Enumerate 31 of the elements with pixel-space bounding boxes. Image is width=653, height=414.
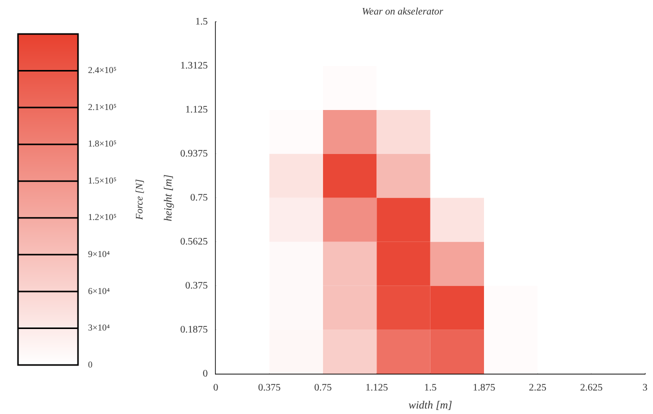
color-bar-label: 9×10⁴ bbox=[88, 249, 110, 260]
x-tick-label: 0 bbox=[213, 382, 218, 394]
y-tick-label: 0.5625 bbox=[180, 236, 208, 248]
x-tick-label: 1.875 bbox=[472, 382, 496, 394]
x-tick-label: 1.125 bbox=[365, 382, 388, 394]
x-axis-title: width [m] bbox=[408, 399, 452, 412]
color-bar-label: 2.4×10⁵ bbox=[88, 65, 116, 76]
y-tick-label: 0.375 bbox=[185, 280, 208, 292]
chart-title: Wear on akselerator bbox=[362, 6, 444, 18]
x-tick-label: 3 bbox=[642, 382, 648, 394]
color-bar-label: 3×10⁴ bbox=[88, 322, 110, 333]
y-tick-label: 0.9375 bbox=[180, 148, 208, 160]
color-bar-title: Force [N] bbox=[134, 179, 146, 221]
y-tick-label: 1.3125 bbox=[180, 60, 208, 72]
color-bar-label: 1.5×10⁵ bbox=[88, 175, 116, 186]
x-tick-label: 1.5 bbox=[424, 382, 437, 394]
y-tick-label: 0.1875 bbox=[180, 324, 208, 336]
x-tick-label: 0.375 bbox=[258, 382, 281, 394]
color-bar-label: 1.2×10⁵ bbox=[88, 212, 116, 222]
color-bar-label: 0 bbox=[88, 359, 93, 370]
x-tick-label: 2.625 bbox=[580, 382, 603, 394]
y-tick-label: 1.125 bbox=[185, 104, 208, 116]
y-tick-label: 0 bbox=[202, 368, 208, 380]
color-bar-label: 2.1×10⁵ bbox=[88, 102, 116, 112]
x-tick-label: 0.75 bbox=[314, 382, 332, 394]
color-bar-label: 6×10⁴ bbox=[88, 286, 110, 296]
color-bar-label: 1.8×10⁵ bbox=[88, 138, 116, 149]
y-tick-label: 1.5 bbox=[195, 16, 208, 28]
x-tick-label: 2.25 bbox=[528, 382, 546, 394]
y-tick-label: 0.75 bbox=[190, 192, 208, 204]
y-axis-title: height [m] bbox=[162, 174, 174, 222]
